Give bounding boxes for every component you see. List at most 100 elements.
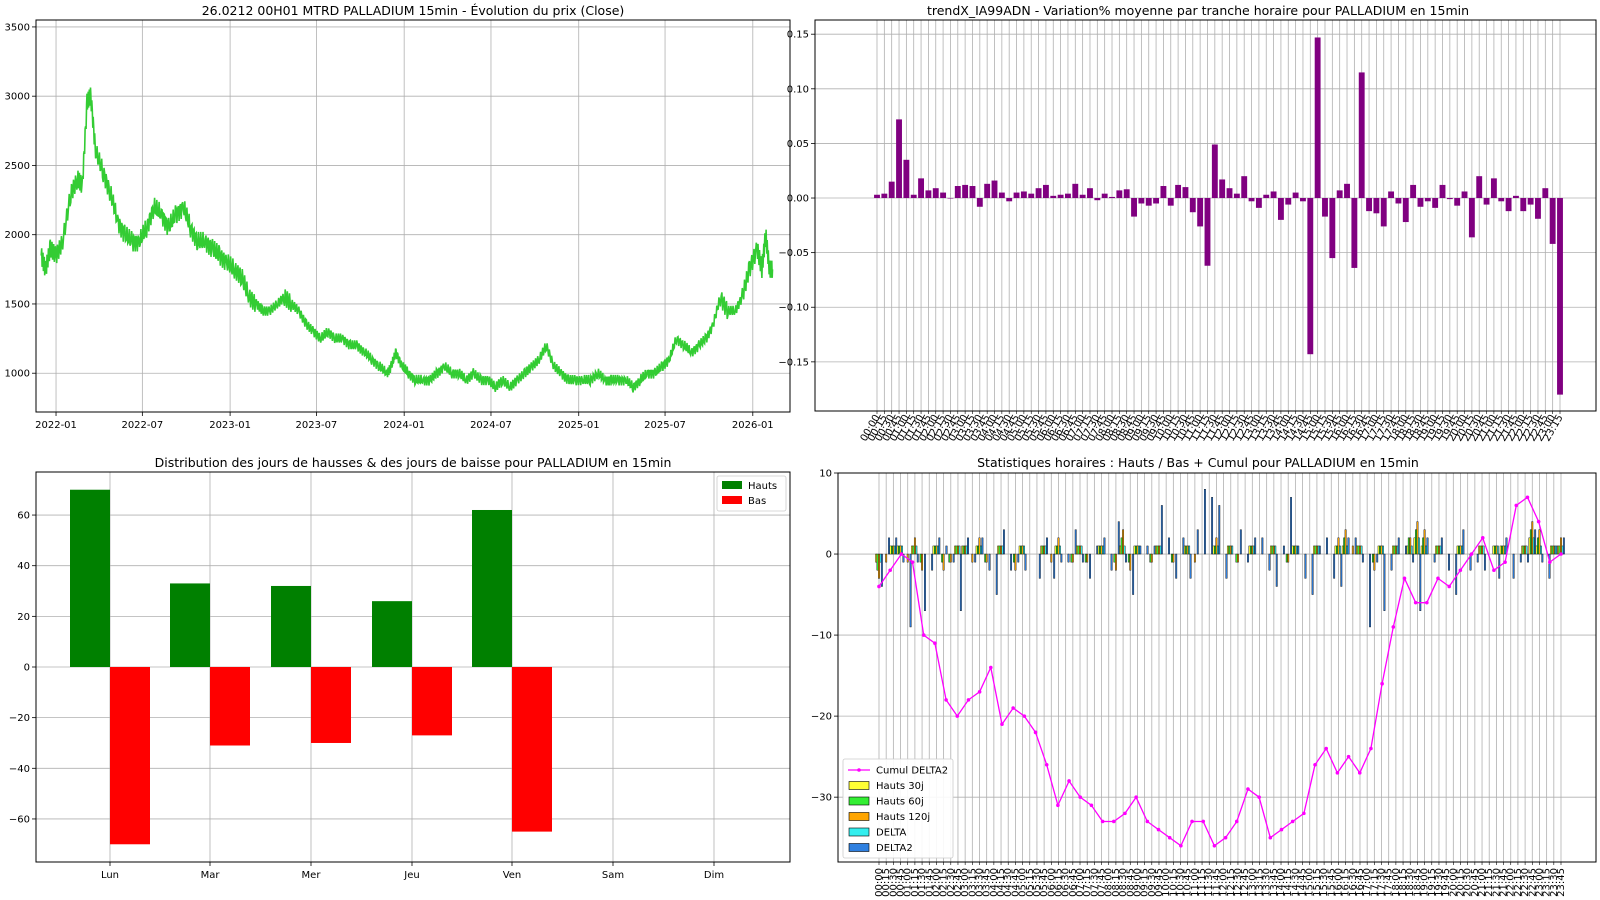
hourly-bar <box>1336 545 1338 555</box>
variation-bar <box>1094 198 1101 201</box>
hourly-bar <box>1524 545 1527 555</box>
hourly-bar <box>959 553 962 611</box>
hourly-bar <box>1551 545 1554 555</box>
price-x-tick-label: 2024-07 <box>470 420 512 431</box>
hourly-bar <box>1407 537 1410 555</box>
hourly-y-tick-label: 10 <box>819 469 832 480</box>
variation-bar <box>1476 176 1483 199</box>
hourly-x-tick-label: 19:30 <box>1434 868 1445 897</box>
hourly-bar <box>1495 545 1498 555</box>
variation-bar <box>1087 188 1093 199</box>
hourly-bar <box>1214 545 1216 555</box>
hourly-x-tick-label: 04:45 <box>1010 868 1021 897</box>
hourly-bar <box>880 553 883 587</box>
hourly-x-tick-label: 20:00 <box>1448 868 1459 897</box>
hourly-bar <box>981 537 984 555</box>
hourly-bar <box>1252 545 1255 555</box>
hourly-bar <box>1499 545 1502 555</box>
variation-bar <box>1535 198 1541 219</box>
hourly-cumul-point <box>1402 576 1407 581</box>
hourly-x-tick-label: 19:15 <box>1427 868 1438 897</box>
hourly-bar <box>1229 545 1232 555</box>
hourly-y-tick-label: −20 <box>811 712 832 723</box>
hourly-bar <box>1337 537 1340 555</box>
hourly-bar <box>1117 521 1120 555</box>
hourly-bar <box>1018 545 1021 555</box>
hourly-bar <box>975 545 978 555</box>
hourly-bar <box>1099 545 1102 555</box>
hourly-x-tick-label: 05:00 <box>1018 868 1029 897</box>
hourly-legend-swatch <box>848 796 870 806</box>
hourly-cumul-point <box>977 690 982 694</box>
hourly-cumul-point <box>1044 762 1049 767</box>
hourly-bar <box>1100 545 1103 555</box>
hourly-cumul-point <box>1469 552 1474 556</box>
hourly-bar <box>965 545 968 555</box>
hourly-legend-label: Hauts 120j <box>876 812 930 823</box>
variation-bar <box>1204 198 1211 266</box>
variation-bar <box>1373 198 1380 214</box>
variation-bar <box>1123 189 1130 199</box>
hourly-bar <box>1562 537 1565 555</box>
hourly-x-tick-label: 08:30 <box>1118 868 1129 897</box>
hourly-bar <box>1410 545 1413 555</box>
hourly-x-tick-label: 22:00 <box>1506 868 1517 897</box>
hourly-cumul-point <box>944 698 948 702</box>
hourly-bar <box>911 545 913 555</box>
variation-bar <box>1351 198 1358 268</box>
hourly-bar <box>1089 553 1091 579</box>
hourly-stats-chart-bars <box>875 489 1565 628</box>
variation-bar <box>1270 191 1277 199</box>
hourly-x-tick-label: 11:30 <box>1204 868 1215 897</box>
hourly-bar <box>1535 545 1538 555</box>
hourly-bar <box>1413 537 1416 555</box>
variation-bar <box>1175 184 1182 199</box>
hourly-x-tick-label: 02:15 <box>939 868 950 897</box>
hourly-x-tick-label: 21:45 <box>1499 868 1510 897</box>
hourly-bar <box>1153 545 1156 555</box>
variation-bar <box>1468 198 1475 238</box>
distribution-legend-label: Hauts <box>748 481 777 492</box>
variation-bar <box>1380 198 1387 227</box>
variation-bar <box>984 183 991 199</box>
hourly-bar <box>1120 537 1123 555</box>
hourly-y-tick-label: −10 <box>811 631 832 642</box>
hourly-cumul-point <box>1559 552 1563 556</box>
hourly-x-tick-label: 18:00 <box>1391 868 1402 897</box>
hourly-bar <box>1527 553 1529 563</box>
price-chart-series <box>40 87 774 393</box>
price-x-tick-label: 2022-01 <box>35 420 77 431</box>
hourly-bar <box>1341 545 1344 555</box>
hourly-bar <box>1077 545 1080 555</box>
hourly-bar <box>1041 545 1044 555</box>
hourly-x-tick-label: 10:30 <box>1176 868 1187 897</box>
hourly-bar <box>1360 545 1363 555</box>
hourly-bar <box>1479 545 1482 555</box>
variation-y-tick-label: −0.10 <box>778 303 809 314</box>
hourly-cumul-point <box>910 560 915 564</box>
price-chart-frame <box>35 19 791 413</box>
hourly-bar <box>1557 545 1560 555</box>
variation-bar <box>1219 179 1226 199</box>
variation-y-tick-label: 0.00 <box>787 194 809 205</box>
hourly-bar <box>1188 545 1191 555</box>
hourly-bar <box>898 545 901 555</box>
hourly-x-tick-label: 03:30 <box>975 868 986 897</box>
price-y-tick-label: 3500 <box>5 22 30 33</box>
variation-chart-frame <box>814 19 1597 412</box>
hourly-bar <box>1057 537 1060 555</box>
hourly-bar <box>958 545 961 555</box>
hourly-x-tick-label: 17:00 <box>1362 868 1373 897</box>
hourly-bar <box>934 545 936 555</box>
variation-bar <box>1116 190 1123 199</box>
hourly-bar <box>1462 529 1465 555</box>
distribution-chart-ticks: −60 −40 −20 0 20 40 60 Lun Mar Mer Jeu Ven Sam Dim <box>9 511 724 881</box>
hourly-bar <box>1211 497 1214 555</box>
hourly-bar <box>948 553 951 563</box>
variation-bar <box>1248 198 1255 202</box>
price-chart-title: 26.0212 00H01 MTRD PALLADIUM 15min - Évo… <box>202 3 625 18</box>
hourly-bar <box>1133 545 1136 555</box>
hourly-bar <box>1426 537 1429 555</box>
distribution-bas-bar <box>110 667 150 845</box>
hourly-bar <box>1458 545 1460 555</box>
